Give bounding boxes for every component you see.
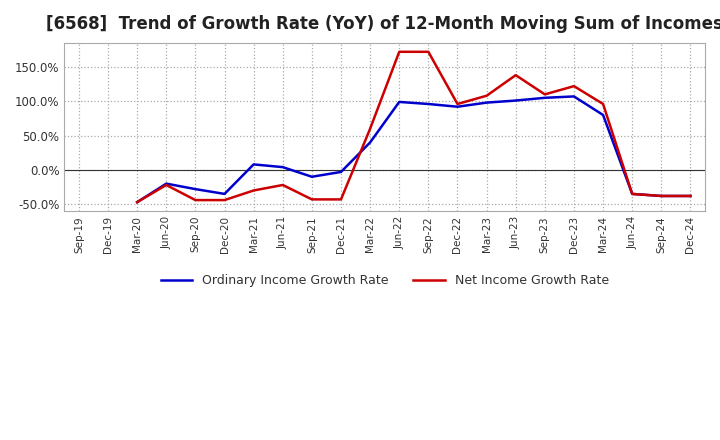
Ordinary Income Growth Rate xyxy=(191,187,199,192)
Ordinary Income Growth Rate xyxy=(249,162,258,167)
Line: Ordinary Income Growth Rate: Ordinary Income Growth Rate xyxy=(138,96,690,202)
Net Income Growth Rate xyxy=(249,188,258,193)
Ordinary Income Growth Rate xyxy=(220,191,229,197)
Net Income Growth Rate xyxy=(686,193,695,198)
Ordinary Income Growth Rate xyxy=(279,165,287,170)
Ordinary Income Growth Rate xyxy=(307,174,316,180)
Legend: Ordinary Income Growth Rate, Net Income Growth Rate: Ordinary Income Growth Rate, Net Income … xyxy=(156,269,613,292)
Net Income Growth Rate xyxy=(133,199,142,205)
Title: [6568]  Trend of Growth Rate (YoY) of 12-Month Moving Sum of Incomes: [6568] Trend of Growth Rate (YoY) of 12-… xyxy=(46,15,720,33)
Ordinary Income Growth Rate xyxy=(570,94,578,99)
Ordinary Income Growth Rate xyxy=(337,169,346,175)
Ordinary Income Growth Rate xyxy=(395,99,404,105)
Net Income Growth Rate xyxy=(599,101,608,106)
Net Income Growth Rate xyxy=(307,197,316,202)
Ordinary Income Growth Rate xyxy=(657,193,666,198)
Net Income Growth Rate xyxy=(395,49,404,55)
Ordinary Income Growth Rate xyxy=(599,112,608,117)
Net Income Growth Rate xyxy=(337,197,346,202)
Net Income Growth Rate xyxy=(482,93,491,99)
Net Income Growth Rate xyxy=(191,198,199,203)
Ordinary Income Growth Rate xyxy=(511,98,520,103)
Net Income Growth Rate xyxy=(657,193,666,198)
Line: Net Income Growth Rate: Net Income Growth Rate xyxy=(138,52,690,202)
Net Income Growth Rate xyxy=(162,182,171,187)
Ordinary Income Growth Rate xyxy=(628,191,636,197)
Net Income Growth Rate xyxy=(541,92,549,97)
Ordinary Income Growth Rate xyxy=(453,104,462,110)
Ordinary Income Growth Rate xyxy=(482,100,491,105)
Ordinary Income Growth Rate xyxy=(162,181,171,186)
Net Income Growth Rate xyxy=(628,191,636,197)
Net Income Growth Rate xyxy=(511,73,520,78)
Ordinary Income Growth Rate xyxy=(424,101,433,106)
Ordinary Income Growth Rate xyxy=(366,140,374,145)
Net Income Growth Rate xyxy=(220,198,229,203)
Net Income Growth Rate xyxy=(424,49,433,55)
Net Income Growth Rate xyxy=(570,84,578,89)
Net Income Growth Rate xyxy=(453,101,462,106)
Net Income Growth Rate xyxy=(279,182,287,187)
Ordinary Income Growth Rate xyxy=(133,199,142,205)
Ordinary Income Growth Rate xyxy=(541,95,549,100)
Ordinary Income Growth Rate xyxy=(686,193,695,198)
Net Income Growth Rate xyxy=(366,126,374,131)
